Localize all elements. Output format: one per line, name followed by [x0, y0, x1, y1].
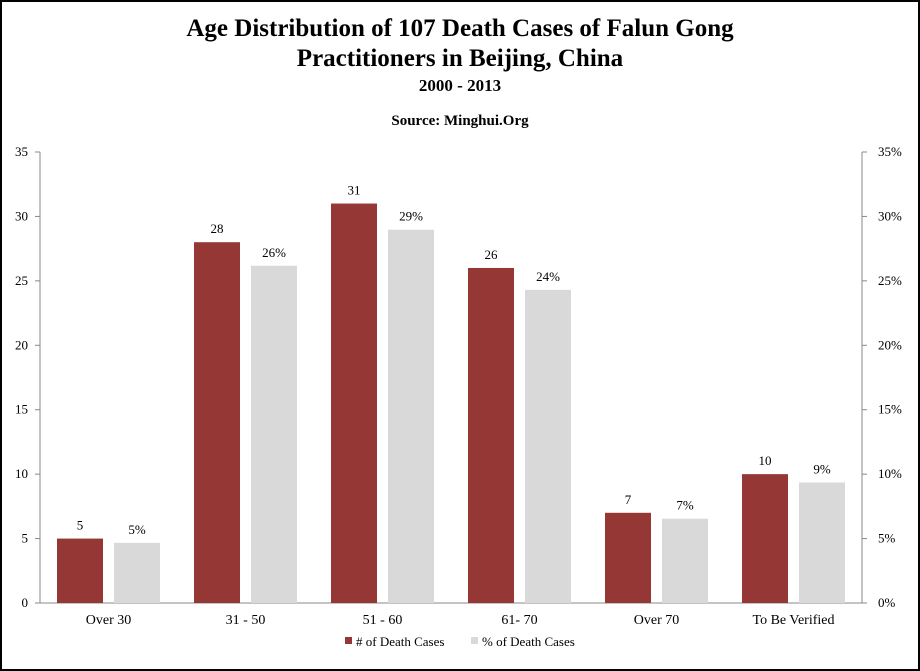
left-tick-label: 10 — [15, 466, 28, 481]
right-tick-label: 30% — [878, 208, 902, 223]
left-tick-label: 30 — [15, 208, 28, 223]
bar-death-percent — [388, 229, 434, 603]
chart-subtitle: 2000 - 2013 — [418, 76, 502, 95]
bar-death-cases — [194, 242, 240, 603]
chart-title-line-1: Age Distribution of 107 Death Cases of F… — [186, 15, 734, 42]
bar-label-death-cases: 7 — [625, 492, 632, 507]
left-tick-label: 25 — [15, 273, 28, 288]
bar-label-death-percent: 24% — [536, 269, 560, 284]
chart-source: Source: Minghui.Org — [391, 113, 529, 129]
bar-label-death-percent: 26% — [262, 245, 286, 260]
x-tick-label: 31 - 50 — [226, 613, 266, 628]
x-tick-label: Over 30 — [86, 613, 132, 628]
legend-label-death-percent: % of Death Cases — [482, 634, 575, 649]
left-tick-label: 0 — [22, 595, 29, 610]
right-tick-label: 10% — [878, 466, 902, 481]
right-tick-label: 25% — [878, 273, 902, 288]
x-tick-label: Over 70 — [634, 613, 680, 628]
bar-label-death-cases: 5 — [77, 518, 84, 533]
right-tick-label: 15% — [878, 402, 902, 417]
right-tick-label: 35% — [878, 144, 902, 159]
bar-death-percent — [251, 265, 297, 603]
bar-death-cases — [742, 474, 788, 603]
bar-label-death-cases: 31 — [348, 183, 361, 198]
left-tick-label: 35 — [15, 144, 28, 159]
left-tick-label: 15 — [15, 402, 28, 417]
bar-label-death-cases: 28 — [211, 221, 224, 236]
bar-death-cases — [468, 267, 514, 603]
right-tick-label: 5% — [878, 531, 896, 546]
bar-label-death-percent: 29% — [399, 209, 423, 224]
legend-swatch-death-cases — [345, 637, 352, 644]
legend-label-death-cases: # of Death Cases — [356, 634, 444, 649]
bar-label-death-percent: 9% — [813, 462, 831, 477]
legend-swatch-death-percent — [471, 637, 478, 644]
bar-death-percent — [662, 518, 708, 603]
left-tick-label: 5 — [22, 531, 29, 546]
bar-death-cases — [57, 538, 103, 603]
x-tick-label: 51 - 60 — [363, 613, 403, 628]
x-tick-label: 61- 70 — [501, 613, 537, 628]
chart-header: Age Distribution of 107 Death Cases of F… — [0, 0, 920, 131]
bar-death-cases — [605, 512, 651, 603]
left-tick-label: 20 — [15, 337, 28, 352]
bar-label-death-percent: 7% — [676, 498, 694, 513]
bar-death-percent — [114, 542, 160, 603]
right-tick-label: 0% — [878, 595, 896, 610]
bar-label-death-cases: 26 — [485, 247, 499, 262]
bar-label-death-cases: 10 — [759, 453, 772, 468]
chart-title-line-2: Practitioners in Beijing, China — [296, 45, 624, 72]
right-tick-label: 20% — [878, 337, 902, 352]
bar-death-percent — [525, 289, 571, 603]
bar-label-death-percent: 5% — [128, 522, 146, 537]
bar-death-cases — [331, 203, 377, 604]
bar-death-percent — [799, 482, 845, 603]
x-tick-label: To Be Verified — [753, 613, 835, 628]
